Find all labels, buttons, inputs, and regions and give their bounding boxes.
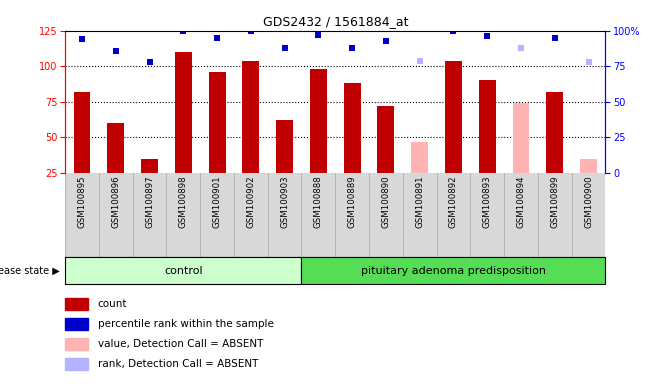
Bar (65, 358, 88, 370)
Bar (344, 83, 361, 173)
Text: GSM100898: GSM100898 (179, 175, 187, 228)
Bar (310, 69, 327, 173)
Bar (65, 257, 301, 284)
Text: GSM100890: GSM100890 (381, 175, 391, 228)
Bar (208, 72, 225, 173)
Text: rank, Detection Call = ABSENT: rank, Detection Call = ABSENT (98, 359, 258, 369)
Bar (107, 123, 124, 173)
Bar (276, 120, 293, 173)
Title: GDS2432 / 1561884_at: GDS2432 / 1561884_at (262, 15, 408, 28)
Text: GSM100901: GSM100901 (213, 175, 221, 228)
Text: GSM100897: GSM100897 (145, 175, 154, 228)
Text: GSM100896: GSM100896 (111, 175, 120, 228)
Text: GSM100888: GSM100888 (314, 175, 323, 228)
Bar (512, 103, 529, 173)
Text: percentile rank within the sample: percentile rank within the sample (98, 319, 273, 329)
Text: GSM100900: GSM100900 (584, 175, 593, 228)
Text: GSM100903: GSM100903 (280, 175, 289, 228)
Bar (378, 106, 395, 173)
Bar (242, 61, 259, 173)
Text: GSM100893: GSM100893 (483, 175, 492, 228)
Text: disease state ▶: disease state ▶ (0, 266, 60, 276)
Text: pituitary adenoma predisposition: pituitary adenoma predisposition (361, 266, 546, 276)
Text: GSM100891: GSM100891 (415, 175, 424, 228)
Text: value, Detection Call = ABSENT: value, Detection Call = ABSENT (98, 339, 263, 349)
Text: control: control (164, 266, 202, 276)
Bar (445, 61, 462, 173)
Bar (74, 92, 90, 173)
Bar (546, 92, 563, 173)
Bar (175, 52, 192, 173)
Text: GSM100889: GSM100889 (348, 175, 357, 228)
Text: count: count (98, 299, 127, 309)
Bar (580, 159, 597, 173)
Text: GSM100895: GSM100895 (77, 175, 87, 228)
Bar (65, 338, 88, 350)
Text: GSM100899: GSM100899 (550, 175, 559, 228)
Text: GSM100892: GSM100892 (449, 175, 458, 228)
Bar (301, 257, 605, 284)
Text: GSM100894: GSM100894 (516, 175, 525, 228)
Bar (65, 298, 88, 310)
Text: GSM100902: GSM100902 (246, 175, 255, 228)
Bar (141, 159, 158, 173)
Bar (411, 142, 428, 173)
Bar (478, 81, 495, 173)
Bar (65, 318, 88, 330)
